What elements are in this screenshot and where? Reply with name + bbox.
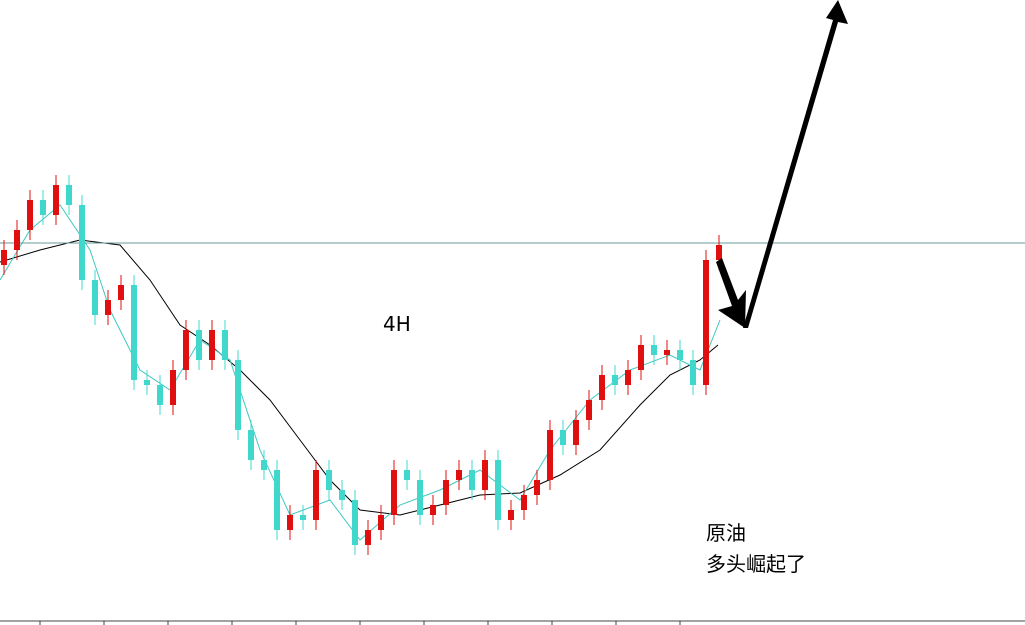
candle-body (560, 430, 566, 445)
candle-body (287, 515, 293, 530)
annotation: 原油 (706, 521, 746, 545)
candle-body (118, 285, 124, 300)
candle-body (638, 345, 644, 370)
candle-body (664, 350, 670, 355)
candle-body (625, 370, 631, 385)
candle-body (66, 185, 72, 205)
candle-body (313, 470, 319, 520)
candle-body (495, 460, 501, 520)
candle-body (170, 370, 176, 405)
candle-body (105, 300, 111, 315)
annotation: 多头崛起了 (706, 552, 806, 576)
candle-body (482, 460, 488, 490)
candle-body (690, 360, 696, 385)
candle-body (183, 330, 189, 370)
candle-body (456, 470, 462, 480)
candle-body (261, 460, 267, 470)
candle-body (573, 420, 579, 445)
candle-body (222, 330, 228, 360)
candle-body (716, 245, 722, 260)
candle-body (27, 200, 33, 230)
candle-body (1, 250, 7, 265)
candle-body (521, 495, 527, 510)
candle-body (651, 345, 657, 355)
moving-average (0, 239, 719, 516)
candle-body (586, 400, 592, 420)
candle-body (547, 430, 553, 480)
candle-body (79, 205, 85, 280)
candle-body (404, 470, 410, 480)
candle-body (417, 480, 423, 515)
candle-body (209, 330, 215, 360)
chart-title: 4H (383, 312, 411, 336)
candle-body (235, 360, 241, 430)
candle-body (534, 480, 540, 495)
candle-body (599, 375, 605, 400)
candle-body (703, 260, 709, 385)
arrow-down (716, 258, 746, 328)
candle-body (40, 200, 46, 215)
candle-body (339, 490, 345, 500)
candle-body (352, 500, 358, 545)
candle-body (443, 480, 449, 505)
candle-body (677, 350, 683, 360)
candle-body (391, 470, 397, 515)
candle-body (469, 470, 475, 490)
candle-body (612, 375, 618, 385)
candle-body (14, 230, 20, 250)
candle-body (326, 470, 332, 490)
arrow-up (743, 0, 848, 328)
candle-body (144, 380, 150, 385)
candle-body (508, 510, 514, 520)
candle-body (131, 285, 137, 380)
candle-body (365, 530, 371, 545)
candle-body (378, 515, 384, 530)
candle-body (300, 515, 306, 520)
candle-body (157, 385, 163, 405)
x-axis (0, 620, 1025, 625)
moving-average-fast (0, 204, 721, 541)
candle-body (274, 470, 280, 530)
candle-body (430, 505, 436, 515)
candle-body (92, 280, 98, 315)
candle-body (248, 430, 254, 460)
candle-body (196, 330, 202, 360)
candle-body (53, 185, 59, 215)
